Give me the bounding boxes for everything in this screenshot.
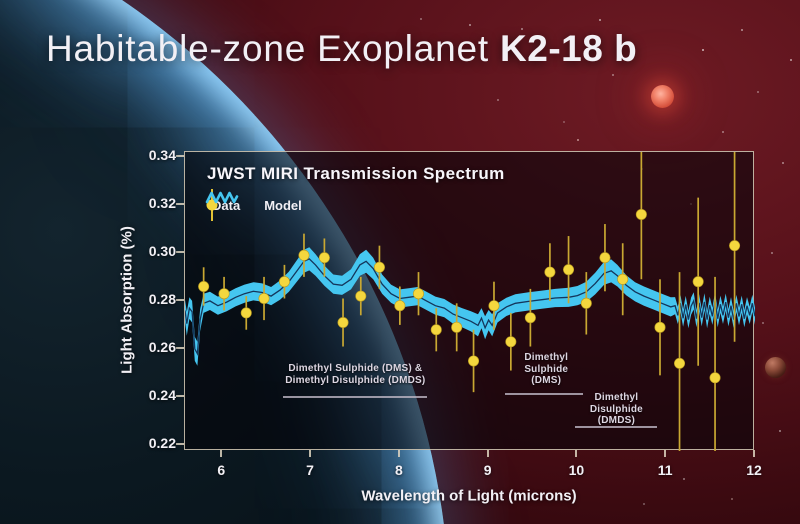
annotation-label: Dimethyl Sulphide (DMS) & Dimethyl Disul… (285, 363, 426, 386)
annotation-rule (505, 393, 583, 396)
page-title-highlight: K2-18 b (500, 28, 638, 69)
data-point (635, 208, 647, 220)
data-point (198, 280, 210, 292)
data-point (318, 252, 330, 264)
distant-planet-icon (765, 357, 786, 378)
model-wave-icon (205, 191, 239, 204)
chart-legend: Data Model (205, 188, 302, 222)
data-point (278, 276, 290, 288)
page-title-regular: Habitable-zone Exoplanet (46, 28, 489, 69)
data-point (654, 321, 666, 333)
data-point (413, 288, 425, 300)
data-point (580, 297, 592, 309)
y-tick-label: 0.24 (148, 386, 176, 403)
y-tick-label: 0.28 (148, 290, 176, 307)
chart-canvas (185, 152, 755, 451)
x-tick-mark (753, 450, 755, 457)
y-tick-mark (176, 346, 184, 349)
data-point (599, 252, 611, 264)
data-point (218, 288, 230, 300)
chart-plot-area: JWST MIRI Transmission Spectrum Data Mod… (184, 151, 755, 451)
annotation-rule (283, 395, 428, 398)
model-band (185, 247, 755, 366)
x-tick-mark (575, 450, 578, 457)
y-tick-label: 0.22 (148, 434, 176, 451)
data-point (488, 300, 500, 312)
y-tick-label: 0.34 (148, 146, 176, 163)
x-tick-mark (220, 450, 223, 457)
y-tick-mark (176, 442, 184, 445)
data-point (240, 307, 252, 319)
x-tick-mark (309, 450, 312, 457)
data-point (617, 273, 629, 285)
data-point (451, 321, 463, 333)
data-point (468, 355, 480, 367)
annotation-rule (574, 425, 658, 428)
y-tick-label: 0.32 (148, 194, 176, 211)
data-point (373, 261, 385, 273)
data-point (394, 300, 406, 312)
annotation-label: Dimethyl Sulphide (DMS) (524, 352, 569, 386)
x-tick-label: 11 (657, 462, 673, 478)
y-tick-mark (176, 154, 184, 157)
x-tick-label: 7 (306, 462, 314, 478)
data-point (692, 276, 704, 288)
data-point (729, 240, 741, 252)
x-tick-label: 8 (394, 462, 403, 478)
x-axis-title: Wavelength of Light (microns) (361, 487, 577, 505)
data-point (563, 264, 575, 276)
data-point (258, 292, 270, 304)
x-tick-mark (486, 450, 489, 457)
data-point (674, 357, 686, 369)
legend-model-label: Model (264, 197, 302, 213)
data-point (524, 312, 536, 324)
annotation-label: Dimethyl Disulphide (DMDS) (589, 392, 643, 427)
model-center-line (185, 258, 755, 356)
x-tick-label: 9 (483, 462, 492, 478)
data-point (709, 372, 721, 384)
chart-title: JWST MIRI Transmission Spectrum (207, 164, 505, 183)
data-point (337, 317, 349, 329)
y-tick-label: 0.30 (148, 242, 176, 259)
data-point (544, 266, 556, 278)
x-tick-label: 10 (568, 462, 585, 478)
y-tick-mark (176, 298, 184, 301)
y-tick-mark (176, 250, 184, 253)
data-point (355, 290, 367, 302)
x-tick-label: 12 (746, 462, 762, 478)
x-tick-label: 6 (217, 462, 226, 478)
y-tick-mark (176, 202, 184, 205)
y-tick-label: 0.26 (148, 338, 176, 355)
data-point (298, 249, 310, 261)
y-tick-mark (176, 394, 184, 397)
red-dwarf-star-icon (651, 85, 674, 108)
data-point (505, 336, 517, 348)
page-title: Habitable-zone Exoplanet K2-18 b (46, 28, 786, 70)
x-tick-mark (664, 450, 667, 457)
x-tick-mark (397, 450, 400, 457)
data-point (430, 324, 442, 336)
